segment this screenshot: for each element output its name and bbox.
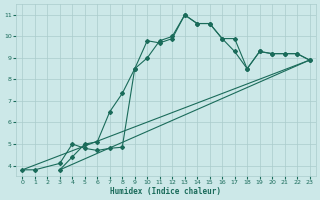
X-axis label: Humidex (Indice chaleur): Humidex (Indice chaleur) xyxy=(110,187,221,196)
